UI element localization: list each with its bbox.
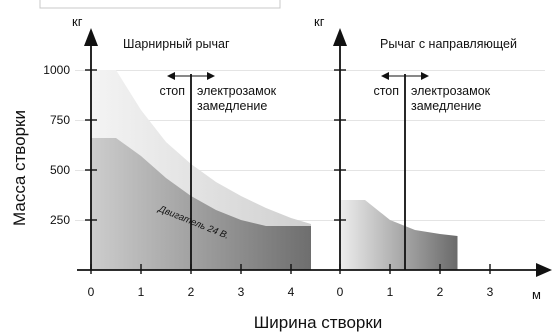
- x-tick-label-0-1: 1: [138, 285, 145, 299]
- marker-arrow-left-0: [167, 72, 175, 80]
- panel-right-title: Рычаг с направляющей: [380, 37, 517, 51]
- marker-right-label-2-1: замедление: [411, 99, 481, 113]
- marker-right-label-1-1: электрозамок: [411, 84, 491, 98]
- x-tick-label-1-2: 2: [437, 285, 444, 299]
- x-tick-label-0-2: 2: [188, 285, 195, 299]
- panel-left-title: Шарнирный рычаг: [123, 37, 230, 51]
- x-tick-label-1-3: 3: [487, 285, 494, 299]
- marker-left-label-1: стоп: [373, 84, 399, 98]
- area-series-group: [91, 70, 458, 270]
- x-tick-label-0-0: 0: [88, 285, 95, 299]
- y-tick-label-250: 250: [50, 213, 70, 227]
- x-tick-label-0-3: 3: [238, 285, 245, 299]
- y-tick-label-500: 500: [50, 163, 70, 177]
- x-axis-arrow: [536, 263, 552, 277]
- marker-arrow-right-0: [207, 72, 215, 80]
- marker-left-label-0: стоп: [159, 84, 185, 98]
- x-tick-label-1-0: 0: [337, 285, 344, 299]
- y-unit-left: кг: [72, 14, 83, 29]
- x-tick-label-1-1: 1: [387, 285, 394, 299]
- marker-arrow-right-1: [421, 72, 429, 80]
- area-series-1-0: [340, 200, 458, 270]
- area-series-0-1: [91, 138, 311, 270]
- x-axis-label: Ширина створки: [254, 313, 383, 332]
- marker-arrow-left-1: [381, 72, 389, 80]
- y-tick-label-750: 750: [50, 113, 70, 127]
- x-tick-label-0-4: 4: [288, 285, 295, 299]
- y-axis-left-arrow: [84, 28, 98, 46]
- marker-right-label-2-0: замедление: [197, 99, 267, 113]
- y-axis-right-arrow: [333, 28, 347, 46]
- top-frame: [39, 0, 281, 9]
- y-axis-label: Масса створки: [10, 110, 29, 226]
- y-unit-right: кг: [314, 14, 325, 29]
- x-unit: м: [532, 287, 541, 302]
- marker-right-label-1-0: электрозамок: [197, 84, 277, 98]
- y-tick-label-1000: 1000: [43, 63, 70, 77]
